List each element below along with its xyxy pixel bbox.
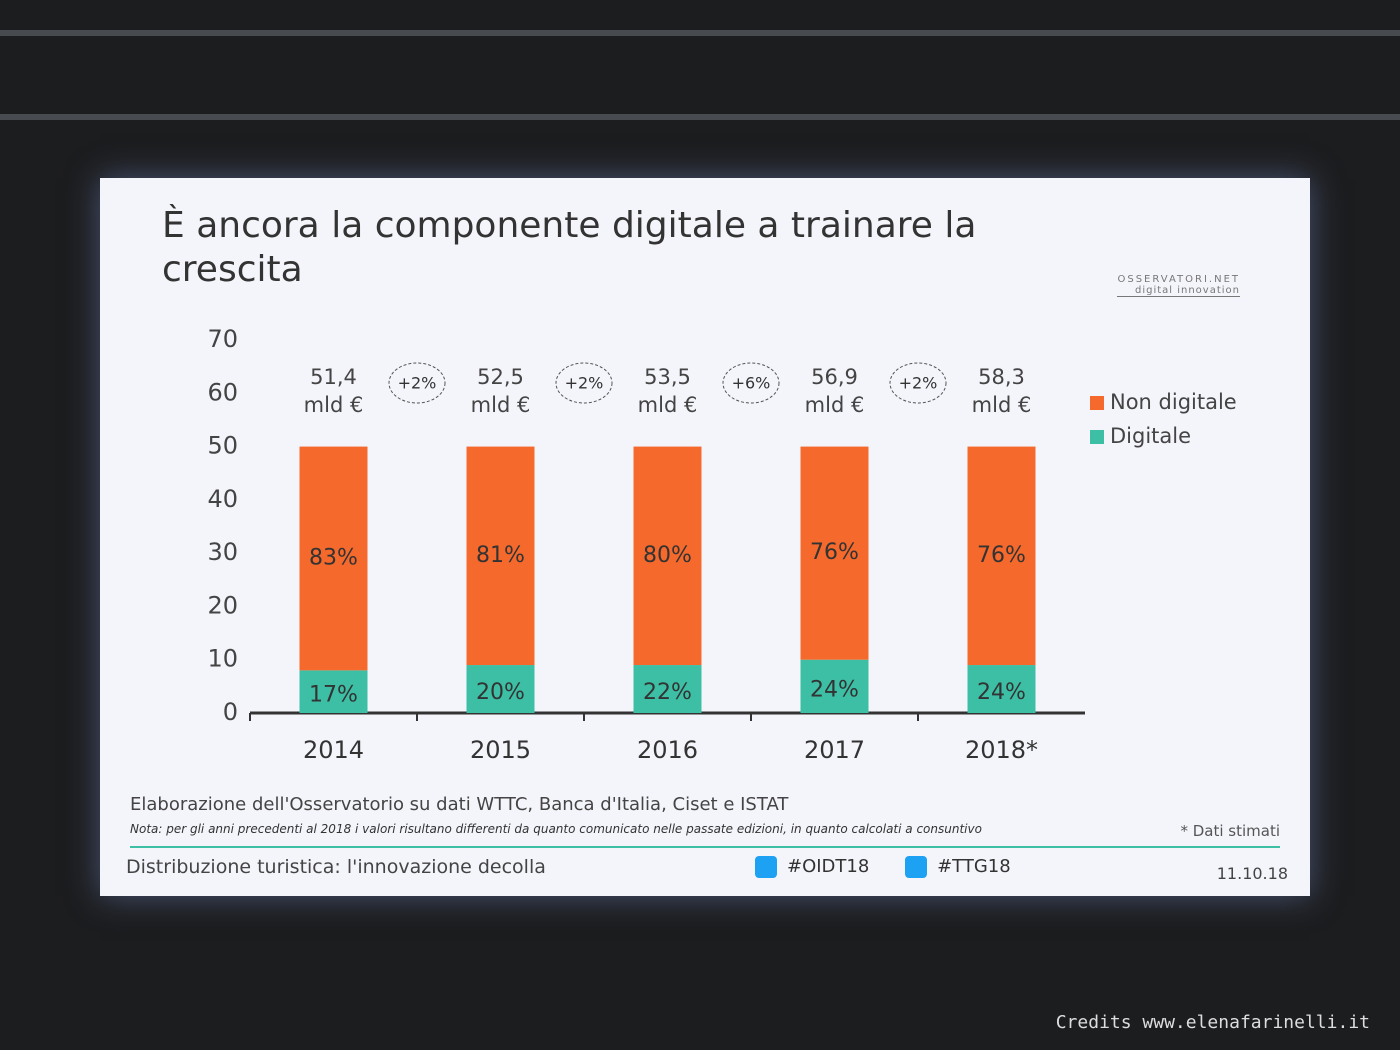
total-value: 51,4 — [310, 365, 357, 389]
bar-segment — [299, 446, 368, 671]
share-label: 76% — [977, 543, 1026, 568]
legend-swatch — [1090, 430, 1104, 444]
share-label: 20% — [476, 680, 525, 705]
share-label: 22% — [643, 680, 692, 705]
share-label: 76% — [810, 540, 859, 565]
growth-label: +2% — [565, 374, 604, 393]
y-tick-label: 30 — [207, 538, 238, 566]
total-unit: mld € — [304, 393, 364, 417]
total-unit: mld € — [471, 393, 531, 417]
share-label: 17% — [309, 683, 358, 708]
legend-swatch — [1090, 396, 1104, 410]
x-tick-label: 2015 — [470, 736, 531, 764]
y-tick-label: 70 — [207, 325, 238, 353]
twitter-icon — [755, 856, 777, 878]
stage-truss — [0, 30, 1400, 120]
total-value: 53,5 — [644, 365, 691, 389]
growth-bubble — [555, 362, 613, 404]
growth-bubble — [388, 362, 446, 404]
growth-bubble — [722, 362, 780, 404]
hashtag: #TTG18 — [937, 856, 1011, 877]
bar-segment — [466, 665, 535, 713]
twitter-icon — [905, 856, 928, 878]
growth-label: +2% — [899, 374, 938, 393]
total-unit: mld € — [805, 393, 865, 417]
hashtag: #OIDT18 — [787, 856, 870, 877]
bar-segment — [967, 446, 1036, 666]
bar-segment — [800, 659, 869, 713]
slide: È ancora la componente digitale a traina… — [100, 178, 1310, 896]
bar-segment — [967, 665, 1036, 713]
growth-bubble — [889, 362, 947, 404]
estimate-note: * Dati stimati — [1180, 822, 1280, 840]
share-label: 80% — [643, 543, 692, 568]
y-tick-label: 0 — [223, 698, 238, 726]
logo-tagline: digital innovation — [1117, 285, 1240, 297]
bar-segment — [466, 446, 535, 666]
legend-label: Non digitale — [1110, 390, 1237, 414]
growth-label: +6% — [732, 374, 771, 393]
total-value: 56,9 — [811, 365, 858, 389]
slide-title: È ancora la componente digitale a traina… — [162, 205, 977, 290]
y-tick-label: 20 — [207, 591, 238, 619]
source: Elaborazione dell'Osservatorio su dati W… — [130, 794, 789, 815]
bar-segment — [633, 665, 702, 713]
logo-name: OSSERVATORI.NET — [1117, 274, 1240, 285]
y-tick-label: 10 — [207, 645, 238, 673]
bar-segment — [299, 670, 368, 713]
x-tick-label: 2016 — [637, 736, 698, 764]
bar-segment — [633, 446, 702, 666]
share-label: 81% — [476, 543, 525, 568]
total-value: 58,3 — [978, 365, 1025, 389]
x-tick-label: 2018* — [965, 736, 1038, 764]
y-tick-label: 60 — [207, 378, 238, 406]
legend-label: Digitale — [1110, 424, 1191, 448]
date: 11.10.18 — [1216, 864, 1288, 883]
credits: Credits www.elenafarinelli.it — [1055, 1012, 1370, 1033]
logo: OSSERVATORI.NET digital innovation — [1117, 274, 1240, 297]
total-value: 52,5 — [477, 365, 524, 389]
total-unit: mld € — [638, 393, 698, 417]
x-tick-label: 2017 — [804, 736, 865, 764]
bar-segment — [800, 446, 869, 660]
share-label: 83% — [309, 545, 358, 570]
total-unit: mld € — [972, 393, 1032, 417]
event-name: Distribuzione turistica: l'innovazione d… — [126, 856, 546, 878]
growth-label: +2% — [398, 374, 437, 393]
y-tick-label: 40 — [207, 485, 238, 513]
share-label: 24% — [977, 680, 1026, 705]
y-tick-label: 50 — [207, 432, 238, 460]
share-label: 24% — [810, 677, 859, 702]
chart: 0 10 20 30 40 50 60 70 2014 17% 83% 51,4 mld € 2015 20… — [207, 325, 1237, 764]
x-tick-label: 2014 — [303, 736, 364, 764]
note: Nota: per gli anni precedenti al 2018 i … — [130, 822, 982, 836]
hashtags: #OIDT18 #TTG18 — [755, 856, 1041, 878]
footer-rule — [130, 846, 1280, 848]
